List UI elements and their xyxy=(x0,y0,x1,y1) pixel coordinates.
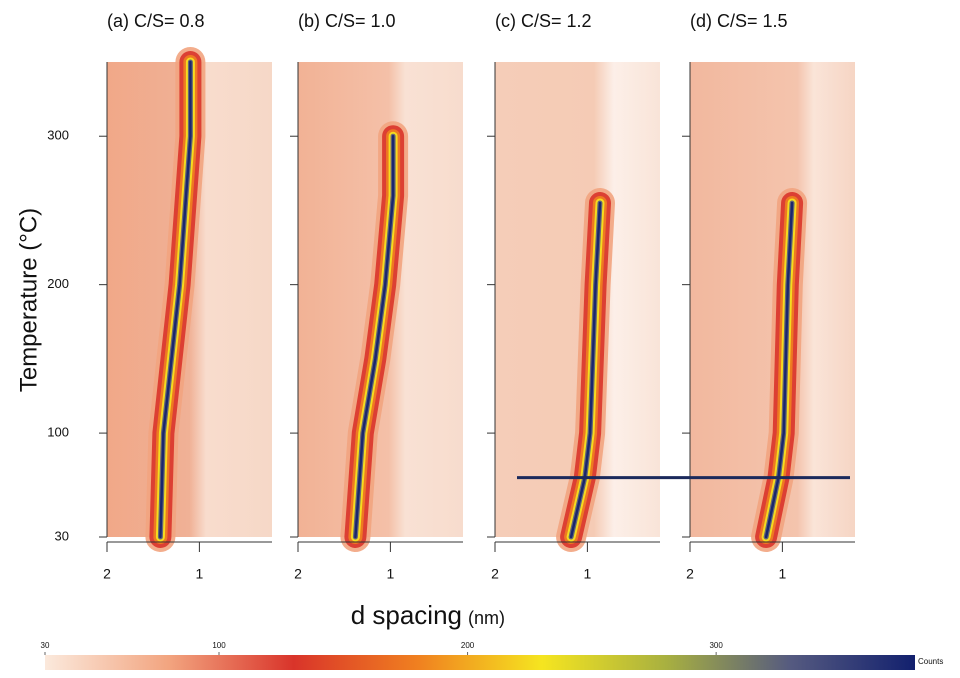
peak-ridge xyxy=(159,60,192,539)
x-tick-label: 1 xyxy=(778,566,786,582)
panel-title: (b) C/S= 1.0 xyxy=(298,11,396,31)
panel-title: (a) C/S= 0.8 xyxy=(107,11,205,31)
colorbar-tick-label: 30 xyxy=(41,641,50,650)
y-tick-label: 100 xyxy=(47,425,69,440)
colorbar-tick-label: 100 xyxy=(212,641,226,650)
x-tick-label: 2 xyxy=(686,566,694,582)
colorbar-tick-label: 300 xyxy=(709,641,723,650)
peak-ridge xyxy=(354,134,395,539)
x-tick-label: 1 xyxy=(195,566,203,582)
x-tick-label: 1 xyxy=(583,566,591,582)
colorbar-label: Counts xyxy=(918,657,943,666)
y-axis-label: Temperature (°C) xyxy=(15,208,42,392)
y-tick-label: 300 xyxy=(47,128,69,143)
x-tick-label: 2 xyxy=(294,566,302,582)
peak-ridge xyxy=(569,201,602,539)
x-tick-label: 2 xyxy=(491,566,499,582)
y-tick-label: 200 xyxy=(47,276,69,291)
x-axis-label: d spacing xyxy=(351,600,462,630)
panel-title: (c) C/S= 1.2 xyxy=(495,11,592,31)
colorbar xyxy=(45,655,915,670)
y-tick-label: 30 xyxy=(55,528,69,543)
x-axis-unit: (nm) xyxy=(468,608,505,628)
x-tick-label: 2 xyxy=(103,566,111,582)
peak-ridge xyxy=(764,201,794,539)
panel-title: (d) C/S= 1.5 xyxy=(690,11,788,31)
colorbar-tick-label: 200 xyxy=(461,641,475,650)
x-tick-label: 1 xyxy=(386,566,394,582)
